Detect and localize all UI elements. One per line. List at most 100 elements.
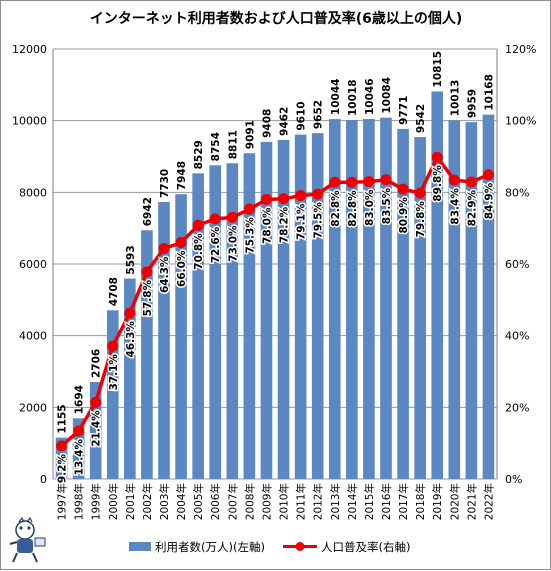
x-tick-label: 2017年: [397, 483, 410, 520]
bar-value-label: 10084: [381, 77, 393, 114]
line-point: [397, 183, 409, 195]
bar: [260, 141, 273, 479]
bar-value-label: 8811: [227, 130, 239, 159]
line-point: [482, 169, 494, 181]
x-tick-label: 2002年: [141, 483, 154, 520]
line-point: [346, 176, 358, 188]
x-tick-label: 2014年: [346, 483, 359, 520]
bar-value-label: 9462: [279, 107, 291, 136]
line-value-label: 78.2%: [279, 206, 291, 243]
line-value-label: 75.3%: [244, 217, 256, 254]
line-point: [380, 174, 392, 186]
bar: [465, 122, 478, 479]
bar-value-label: 10168: [483, 74, 495, 111]
bar-value-label: 10013: [449, 80, 461, 117]
x-tick-label: 2013年: [329, 483, 342, 520]
x-tick-label: 2001年: [124, 483, 137, 520]
line-value-label: 37.1%: [108, 354, 120, 391]
x-tick-label: 2018年: [414, 483, 427, 520]
line-point: [209, 213, 221, 225]
x-tick-label: 2006年: [209, 483, 222, 520]
gridlines: [52, 48, 498, 480]
chart-title: インターネット利用者数および人口普及率(6歳以上の個人): [90, 10, 463, 27]
line-point: [243, 203, 255, 215]
line-point: [107, 340, 119, 352]
line-value-label: 84.9%: [483, 182, 495, 219]
line-value-label: 79.8%: [415, 201, 427, 238]
x-tick-label: 2005年: [192, 483, 205, 520]
line-point: [141, 266, 153, 278]
bar: [448, 120, 461, 479]
x-tick-label: 2022年: [482, 483, 495, 520]
bar: [277, 139, 290, 479]
x-tick-label: 2011年: [295, 483, 308, 520]
legend-bar-swatch: [129, 542, 151, 551]
bar: [158, 202, 170, 479]
bar-value-label: 10018: [347, 79, 359, 116]
line-point: [312, 188, 324, 200]
bar: [397, 128, 409, 479]
bar: [89, 382, 102, 479]
bar-value-label: 9771: [398, 96, 410, 125]
bar-value-label: 9610: [296, 101, 308, 130]
bar-data-labels: 1155 1694 2706 4708 5593 6942 7730 7948 8529 8754…: [57, 51, 496, 434]
line-point: [278, 193, 290, 205]
bar-value-label: 9408: [261, 109, 273, 138]
line-point: [226, 211, 238, 223]
bar: [209, 165, 222, 479]
bar-value-label: 5593: [125, 245, 137, 274]
line-point: [260, 194, 272, 205]
bar: [294, 134, 307, 479]
bar-value-label: 8754: [210, 132, 222, 161]
line-value-label: 83.5%: [381, 187, 393, 224]
bar-value-label: 7730: [159, 169, 171, 198]
bar-value-label: 2706: [91, 349, 103, 378]
left-tick-label: 12000: [12, 43, 47, 56]
line-value-label: 21.4%: [91, 410, 103, 447]
bar: [243, 153, 256, 479]
line-value-label: 79.1%: [296, 203, 308, 240]
line-value-label: 9.2%: [57, 454, 69, 484]
bar-value-label: 9652: [313, 100, 325, 129]
bar-value-label: 9542: [415, 104, 427, 133]
bar-series: [55, 91, 495, 480]
line-point: [73, 425, 85, 437]
right-tick-label: 100%: [505, 115, 536, 128]
line-point: [295, 190, 307, 202]
line-value-label: 83.0%: [364, 189, 376, 226]
line-value-label: 83.4%: [449, 188, 461, 225]
line-value-label: 73.0%: [227, 225, 239, 262]
x-tick-label: 1997年: [56, 483, 69, 520]
x-tick-label: 1999年: [90, 483, 103, 520]
bar-value-label: 10044: [330, 79, 342, 116]
x-tick-label: 1998年: [73, 483, 86, 520]
line-point: [363, 176, 375, 188]
line-value-label: 66.0%: [176, 250, 188, 287]
right-tick-label: 40%: [505, 330, 529, 343]
bar-value-label: 7948: [176, 161, 188, 190]
left-tick-label: 2000: [19, 401, 47, 414]
left-tick-label: 8000: [19, 186, 47, 199]
bar: [380, 117, 392, 479]
left-tick-label: 6000: [19, 258, 47, 271]
bar: [124, 278, 136, 479]
legend: 利用者数(万人)(左軸) 人口普及率(右軸): [129, 540, 410, 554]
right-tick-label: 60%: [505, 258, 529, 271]
bar: [346, 120, 358, 479]
x-tick-label: 2019年: [431, 483, 444, 520]
line-data-labels: 9.2% 13.4% 21.4% 37.1% 46.3% 57.8% 64.3% 66.0% 7…: [55, 163, 497, 484]
line-point: [329, 176, 341, 188]
x-tick-label: 2008年: [243, 483, 256, 520]
x-tick-label: 2009年: [260, 483, 273, 520]
x-tick-label: 2012年: [312, 483, 325, 520]
x-tick-label: 2004年: [175, 483, 188, 520]
line-value-label: 70.8%: [193, 233, 205, 270]
bar: [431, 91, 444, 480]
right-tick-label: 0%: [505, 473, 522, 486]
left-tick-label: 10000: [12, 115, 47, 128]
x-tick-label: 2020年: [448, 483, 461, 520]
right-tick-label: 20%: [505, 401, 529, 414]
line-point: [175, 237, 187, 248]
